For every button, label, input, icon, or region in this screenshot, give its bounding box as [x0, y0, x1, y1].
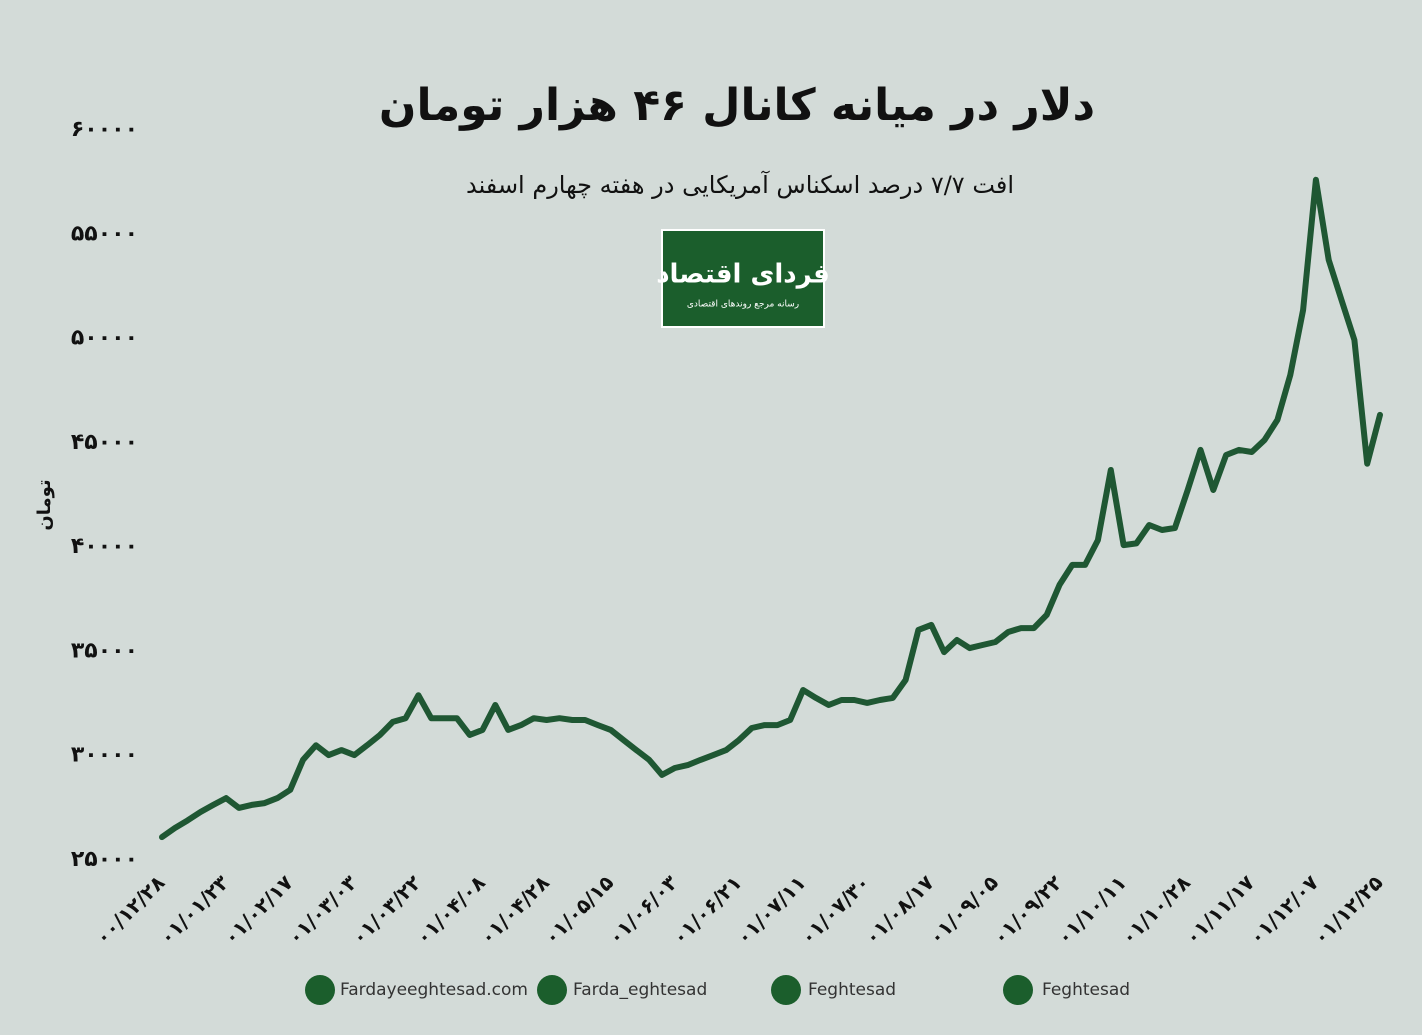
logo-box [661, 229, 825, 328]
icon [537, 975, 567, 1005]
line [159, 176, 1383, 841]
y-axis-label: تومان [34, 479, 55, 530]
logo: فردای اقتصاد رسانه مرجع روندهای اقتصادی [656, 229, 830, 328]
y-tick-label: ۲۵۰۰۰ [71, 847, 138, 872]
y-tick-label: ۳۰۰۰۰ [71, 743, 138, 768]
footer-text: Feghtesad [1042, 980, 1130, 1000]
y-tick-label: ۵۰۰۰۰ [71, 326, 138, 351]
logo-tagline: رسانه مرجع روندهای اقتصادی [687, 300, 799, 310]
logo-name: فردای اقتصاد [656, 260, 830, 290]
y-tick-label: ۵۵۰۰۰ [71, 221, 138, 246]
icon [305, 975, 335, 1005]
footer-text: Fardayeeghtesad.com [340, 980, 528, 1000]
y-tick-label: ۶۰۰۰۰ [71, 117, 138, 142]
y-tick-label: ۳۵۰۰۰ [71, 638, 138, 663]
icon [771, 975, 801, 1005]
footer-text: Feghtesad [808, 980, 896, 1000]
y-tick-label: ۴۵۰۰۰ [71, 430, 138, 455]
footer-text: Farda_eghtesad [573, 980, 707, 1000]
subtitle: افت ۷/۷ درصد اسکناس آمریکایی در هفته چها… [466, 170, 1014, 199]
chart-title: دلار در میانه کانال ۴۶ هزار تومان [379, 80, 1095, 131]
y-tick-label: ۴۰۰۰۰ [71, 534, 138, 559]
icon [1003, 975, 1033, 1005]
